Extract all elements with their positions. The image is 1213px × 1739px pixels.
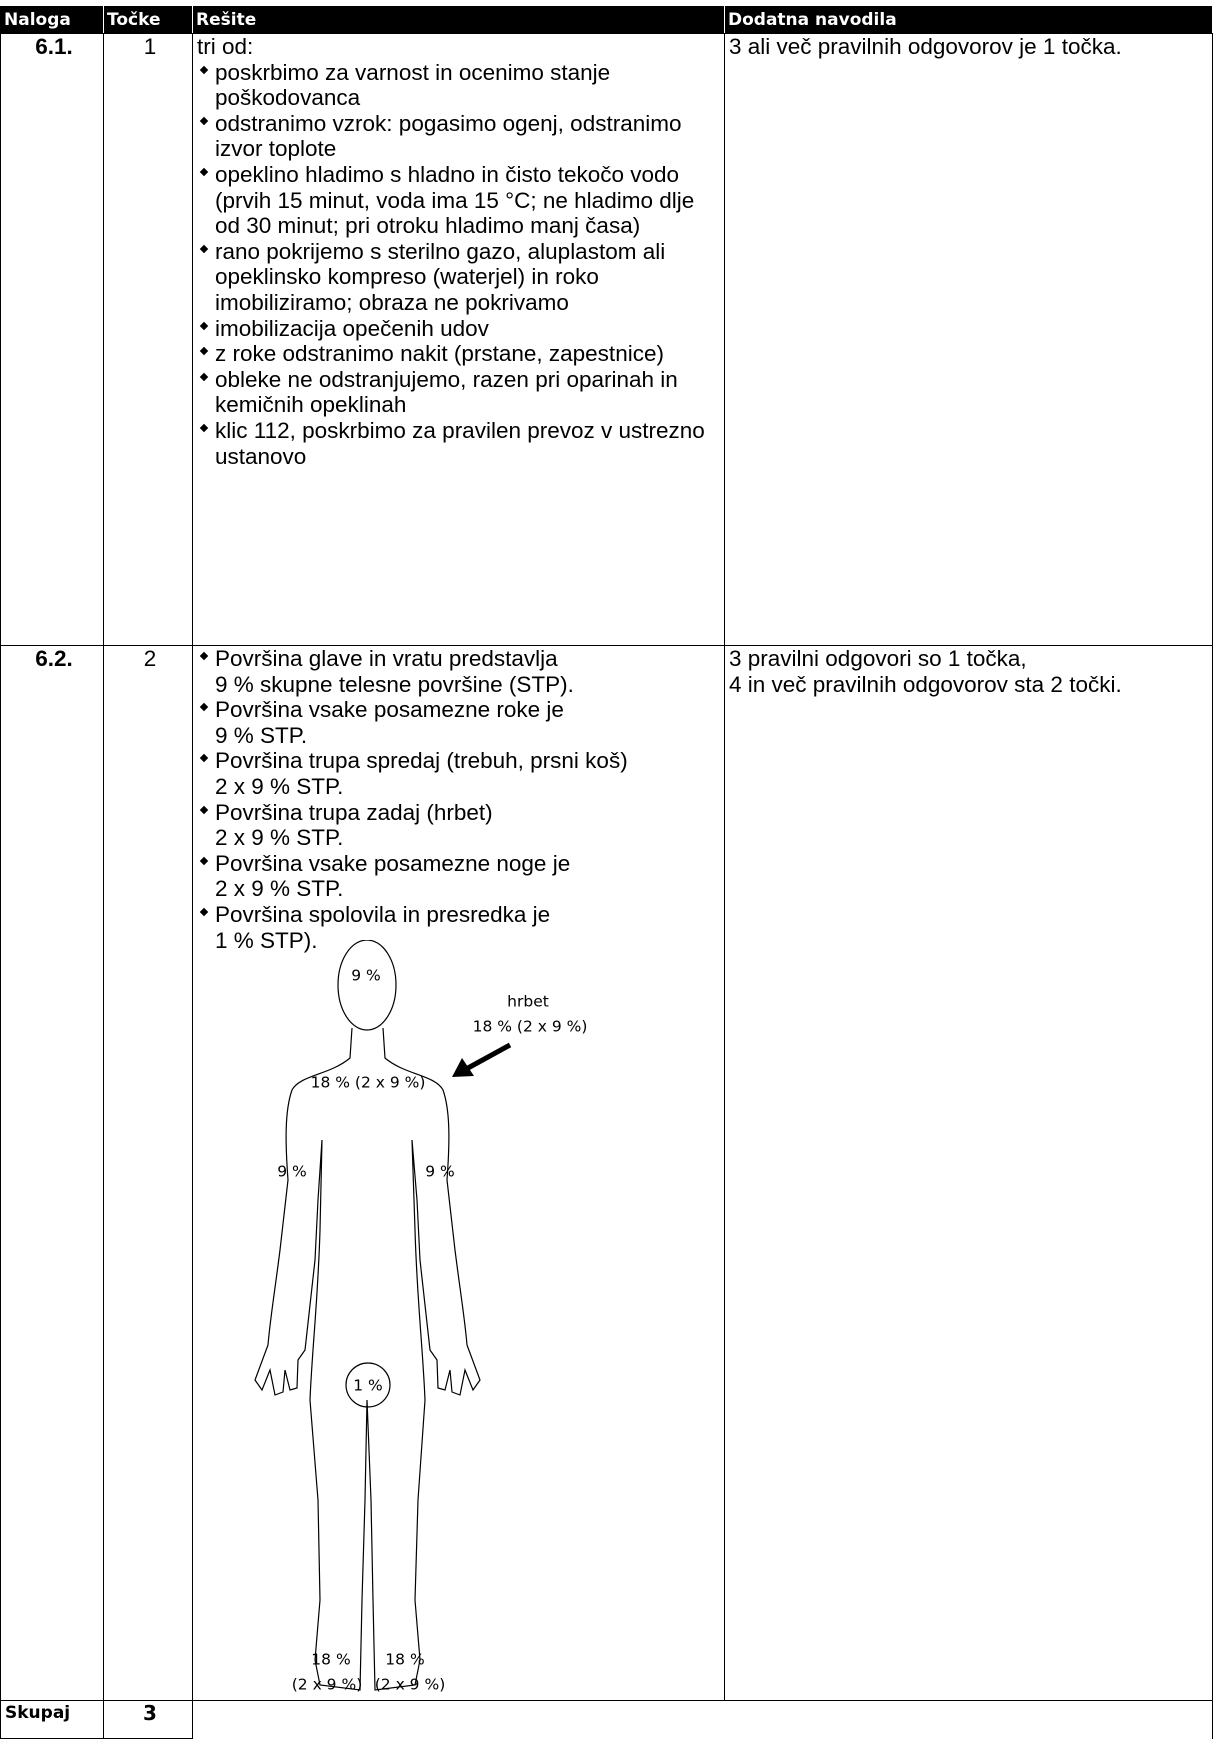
note-line: 3 ali več pravilnih odgovorov je 1 točka… [729, 34, 1122, 59]
points: 2 [103, 645, 193, 1701]
head-outline [337, 940, 397, 1031]
row: 6.1. 1 tri od: poskrbimo za varnost in oc… [0, 33, 1213, 646]
label: 18 % [385, 1651, 424, 1669]
total-points: 3 [103, 1700, 193, 1739]
empty-cell [192, 1700, 725, 1739]
list-item: odstranimo vzrok: pogasimo ogenj, odstra… [197, 111, 724, 162]
label: 18 % (2 x 9 %) [473, 1018, 588, 1036]
list-item: obleke ne odstranjujemo, razen pri opari… [197, 367, 724, 418]
label: 1 % [353, 1377, 383, 1395]
total-row: Skupaj 3 [0, 1700, 1213, 1739]
intro: tri od: [197, 34, 254, 59]
label: (2 x 9 %) [375, 1676, 446, 1694]
label: 18 % (2 x 9 %) [311, 1074, 426, 1092]
list-item: opeklino hladimo s hladno in čisto tekoč… [197, 162, 724, 239]
arrow-head [452, 1058, 474, 1077]
empty-cell [724, 1700, 1213, 1739]
list-item: Površina vsake posamezne noge je 2 x 9 %… [197, 851, 724, 902]
item-list: Površina glave in vratu predstavlja 9 % … [197, 646, 724, 953]
label: 9 % [425, 1163, 455, 1181]
list-item: Površina glave in vratu predstavlja 9 % … [197, 646, 724, 697]
list-item: Površina vsake posamezne roke je 9 % STP… [197, 697, 724, 748]
task: 6.2. [0, 645, 104, 1701]
label: 9 % [351, 967, 381, 985]
header-cell: Rešite [192, 6, 725, 34]
points: 1 [103, 33, 193, 646]
genital-circle [345, 1362, 391, 1408]
header-row: Naloga Točke Rešite Dodatna navodila [0, 6, 1213, 34]
note-line: 3 pravilni odgovori so 1 točka, [729, 646, 1027, 671]
list-item: poskrbimo za varnost in ocenimo stanje p… [197, 60, 724, 111]
label: (2 x 9 %) [292, 1676, 363, 1694]
body-figure: 9 % hrbet 18 % (2 x 9 %) 18 % (2 x 9 %) … [254, 940, 588, 1694]
list-item: Površina trupa spredaj (trebuh, prsni ko… [197, 748, 724, 799]
label: 18 % [311, 1651, 350, 1669]
label: hrbet [507, 993, 549, 1011]
solution: Površina glave in vratu predstavlja 9 % … [192, 645, 725, 1701]
list-item: imobilizacija opečenih udov [197, 316, 724, 342]
task: 6.1. [0, 33, 104, 646]
list-item: rano pokrijemo s sterilno gazo, aluplast… [197, 239, 724, 316]
list-item: klic 112, poskrbimo za pravilen prevoz v… [197, 418, 724, 469]
label: 9 % [277, 1163, 307, 1181]
header-cell: Točke [103, 6, 193, 34]
body-outline [254, 1027, 481, 1691]
note-line: 4 in več pravilnih odgovorov sta 2 točki… [729, 671, 1122, 697]
item-list: poskrbimo za varnost in ocenimo stanje p… [197, 60, 724, 470]
notes: 3 pravilni odgovori so 1 točka, 4 in več … [724, 645, 1213, 1701]
row: 6.2. 2 Površina glave in vratu predstavl… [0, 645, 1213, 1701]
total-label: Skupaj [0, 1700, 104, 1739]
list-item: Površina spolovila in presredka je 1 % S… [197, 902, 724, 953]
list-item: Površina trupa zadaj (hrbet) 2 x 9 % STP… [197, 800, 724, 851]
header-cell: Naloga [0, 6, 104, 34]
solution: tri od: poskrbimo za varnost in ocenimo s… [192, 33, 725, 646]
header-cell: Dodatna navodila [724, 6, 1213, 34]
arrow [466, 1042, 512, 1071]
answer-table: Naloga Točke Rešite Dodatna navodila 6.1… [0, 6, 1213, 1739]
notes: 3 ali več pravilnih odgovorov je 1 točka… [724, 33, 1213, 646]
list-item: z roke odstranimo nakit (prstane, zapest… [197, 341, 724, 367]
